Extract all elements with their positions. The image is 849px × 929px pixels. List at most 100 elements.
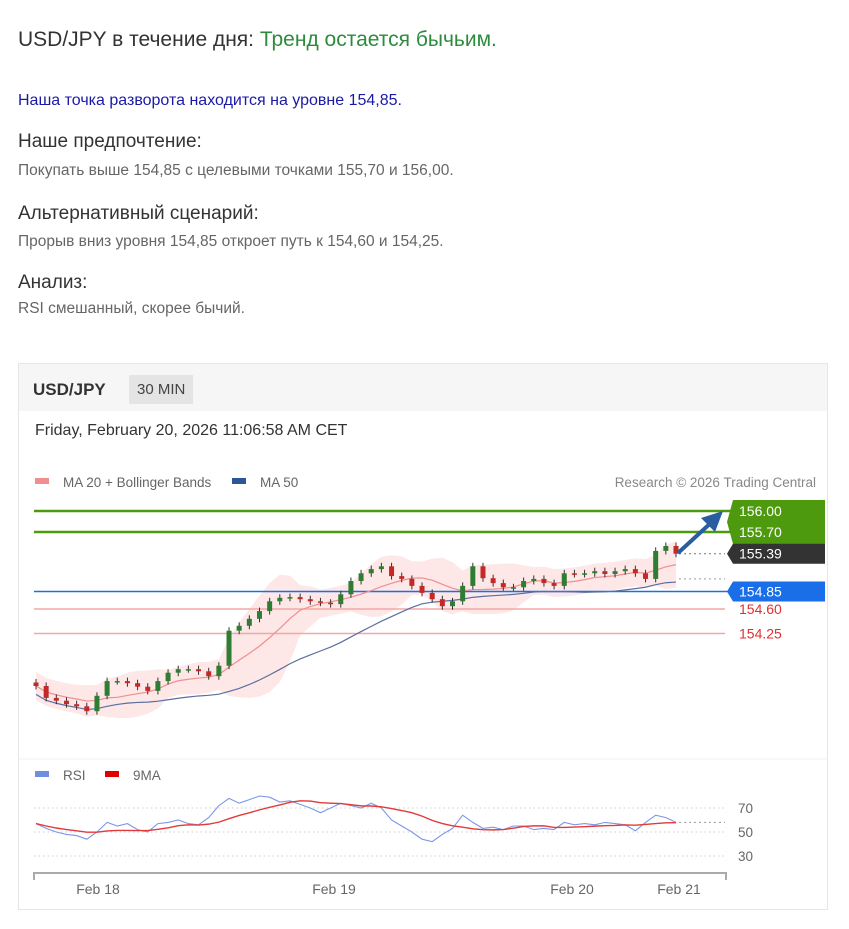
page-title: USD/JPY в течение дня: Тренд остается бы… [18,28,497,52]
pivot-text: Наша точка разворота находится на уровне… [18,92,402,109]
candle [124,681,130,684]
candle [43,686,49,698]
bollinger-band [36,541,676,719]
candle [582,573,588,575]
chart-header: USD/JPY 30 MIN [19,364,827,411]
rsi-tick: 50 [738,825,753,840]
candle [236,625,242,631]
preference-text: Покупать выше 154,85 с целевыми точками … [18,162,454,179]
ma50-line [35,581,677,711]
rsi-legend-label: 9MA [133,768,161,783]
candle [348,581,354,595]
candle [429,592,435,600]
legend-swatch [35,478,49,484]
candle [196,669,202,672]
candle [267,601,273,612]
analysis-text: RSI смешанный, скорее бычий. [18,300,245,317]
level-badge [727,500,825,544]
candle [297,597,303,600]
ma20-line [35,564,677,702]
rsi-line [35,795,677,843]
timeframe-badge[interactable]: 30 MIN [129,375,194,404]
candle [206,671,212,677]
candle [561,573,567,586]
x-tick-label: Feb 21 [657,881,701,897]
price-chart: MA 20 + Bollinger Bands MA 50 Research © 2… [19,475,827,897]
level-label-155.39: 155.39 [739,546,782,562]
chart-panel: USD/JPY 30 MIN Friday, February 20, 2026… [18,363,828,910]
candle [165,672,171,682]
level-label-156.00: 156.00 [739,503,782,519]
candle [94,695,100,712]
candle [317,601,323,603]
candle [653,550,659,579]
candle [612,571,618,574]
candle [84,706,90,712]
candle [541,578,547,584]
level-badge [727,581,825,602]
analysis-heading: Анализ: [18,272,88,293]
level-label-154.60: 154.60 [739,601,782,617]
candle [358,573,364,581]
chart-datetime: Friday, February 20, 2026 11:06:58 AM CE… [35,422,348,439]
candle [643,573,649,579]
candle [663,546,669,551]
candle [480,566,486,579]
candle [450,601,456,607]
level-badge [727,543,825,564]
candle [246,618,252,626]
candle [460,585,466,602]
rsi-legend-swatch [35,771,49,777]
title-prefix: USD/JPY в течение дня: [18,28,260,51]
candle [470,566,476,586]
candle [338,594,344,605]
candle [673,546,679,554]
candle [439,599,445,607]
candle [328,602,334,605]
x-tick-label: Feb 20 [550,881,594,897]
legend-label: MA 20 + Bollinger Bands [63,475,211,490]
x-axis [33,872,727,880]
candle [602,571,608,574]
candle [175,669,181,673]
candle [287,597,293,599]
copyright: Research © 2026 Trading Central [615,475,816,490]
candle [622,569,628,572]
candle [490,578,496,584]
candle [63,700,69,705]
candle [389,566,395,577]
candle [419,585,425,593]
rsi-legend-swatch [105,771,119,777]
candle [53,697,59,701]
candle [74,704,80,707]
candle [409,578,415,586]
candle [592,571,598,574]
candle [521,581,527,588]
candle [632,569,638,574]
title-trend: Тренд остается бычьим. [259,28,497,51]
candle [307,599,313,602]
rsi-9ma-line [35,800,677,833]
candle [145,686,151,691]
level-label-154.25: 154.25 [739,626,782,642]
level-label-155.70: 155.70 [739,524,782,540]
candle [378,566,384,570]
candle [216,665,222,677]
candle [104,681,110,696]
candle [114,681,120,683]
chart-symbol: USD/JPY [33,380,106,399]
candle [185,669,191,671]
candle [510,587,516,589]
candle [277,597,283,602]
rsi-tick: 70 [738,801,753,816]
candle [531,578,537,581]
candle [571,573,577,575]
candle [155,681,161,691]
trend-arrow-head [701,511,723,532]
x-tick-label: Feb 18 [76,881,120,897]
rsi-tick: 30 [738,849,753,864]
candle [33,682,39,686]
alternative-heading: Альтернативный сценарий: [18,203,259,224]
rsi-legend-label: RSI [63,768,86,783]
candle [500,583,506,588]
